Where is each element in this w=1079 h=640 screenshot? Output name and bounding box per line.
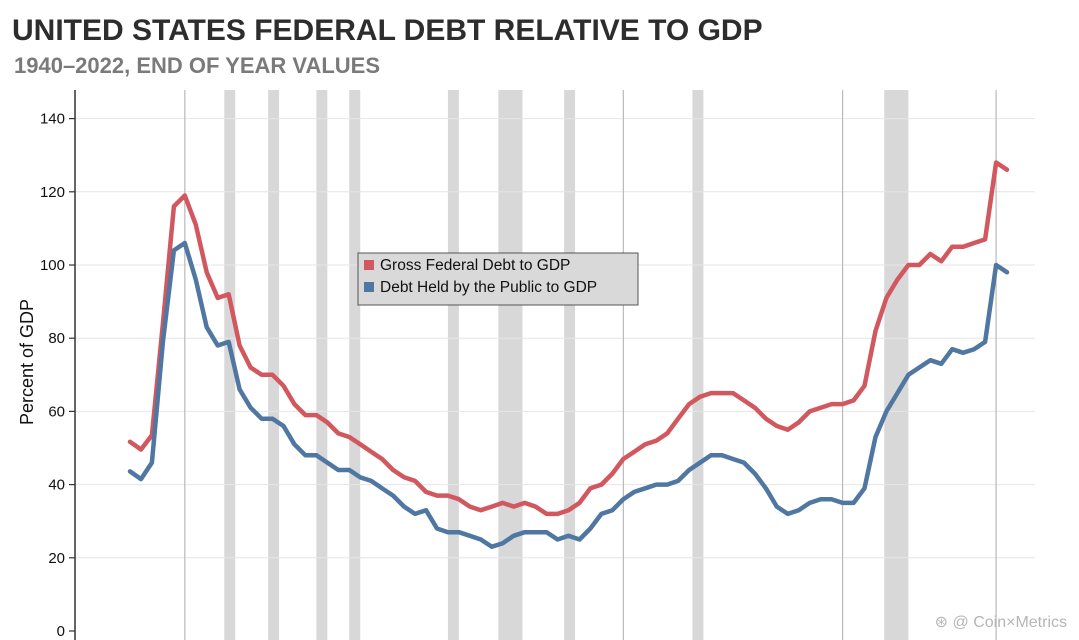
- y-tick-label-60: 60: [48, 403, 65, 420]
- recession-bands: [224, 90, 909, 640]
- chart-title: UNITED STATES FEDERAL DEBT RELATIVE TO G…: [12, 14, 763, 47]
- y-tick-label-80: 80: [48, 330, 65, 347]
- gross-debt-line: [127, 160, 1010, 517]
- watermark: ⊛ @ Coin×Metrics: [934, 614, 1067, 631]
- y-axis-label: Percent of GDP: [17, 299, 37, 425]
- y-tick-label-140: 140: [40, 111, 65, 128]
- series-lines: [127, 160, 1010, 550]
- legend-box: [357, 252, 639, 306]
- y-tick-label-120: 120: [40, 184, 65, 201]
- legend: Gross Federal Debt to GDP Debt Held by th…: [357, 252, 639, 306]
- recession-band-5: [498, 90, 523, 640]
- legend-label-0: Gross Federal Debt to GDP: [380, 257, 570, 274]
- chart-subtitle: 1940–2022, END OF YEAR VALUES: [14, 53, 381, 78]
- legend-swatch-0: [364, 260, 374, 270]
- public-debt-line: [127, 240, 1010, 550]
- y-tick-label-100: 100: [40, 257, 65, 274]
- recession-band-0: [224, 90, 236, 640]
- legend-label-1: Debt Held by the Public to GDP: [380, 279, 597, 296]
- reference-lines: [184, 90, 997, 640]
- y-axis-ticks: 0 20 40 60 80 100 120 140: [40, 111, 75, 640]
- y-tick-label-40: 40: [48, 477, 65, 494]
- recession-band-2: [316, 90, 328, 640]
- recession-band-3: [349, 90, 361, 640]
- recession-band-8: [884, 90, 909, 640]
- legend-swatch-1: [364, 282, 374, 292]
- y-tick-label-0: 0: [57, 623, 65, 640]
- recession-band-1: [268, 90, 280, 640]
- recession-band-4: [447, 90, 459, 640]
- recession-band-6: [564, 90, 576, 640]
- y-tick-label-20: 20: [48, 550, 65, 567]
- recession-band-7: [692, 90, 704, 640]
